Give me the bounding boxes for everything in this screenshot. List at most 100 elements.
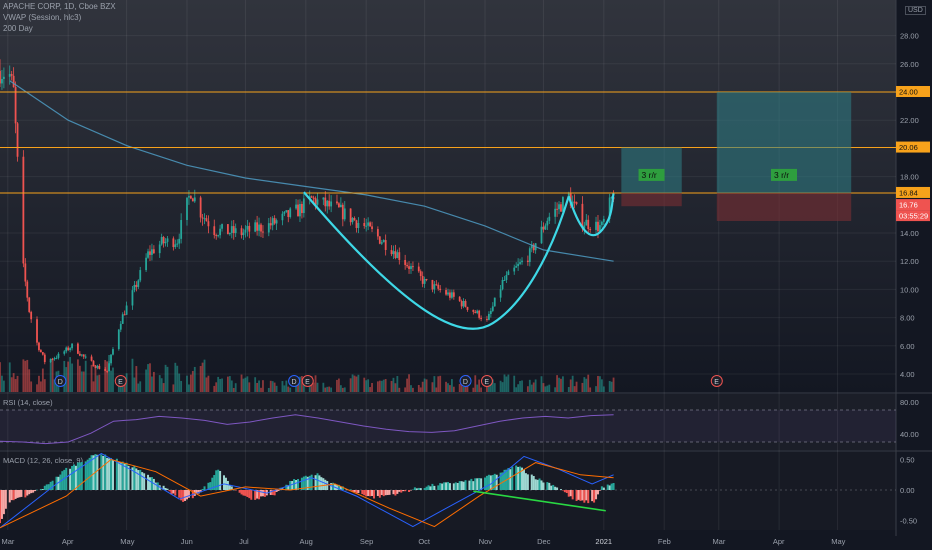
candle-body bbox=[228, 232, 231, 235]
macd-histogram-bar bbox=[396, 490, 399, 494]
macd-histogram-bar bbox=[8, 490, 11, 503]
macd-histogram-bar bbox=[515, 465, 518, 490]
volume-bar bbox=[260, 387, 262, 392]
candle-body bbox=[476, 310, 479, 313]
candle-body bbox=[275, 220, 278, 224]
rr-label-box bbox=[638, 168, 665, 181]
macd-histogram-bar bbox=[300, 477, 303, 490]
earnings-marker bbox=[301, 375, 314, 387]
candle-body bbox=[573, 201, 576, 203]
candle-body bbox=[234, 228, 237, 234]
macd-histogram-bar bbox=[398, 490, 401, 492]
macd-histogram-bar bbox=[548, 482, 551, 490]
candle-body bbox=[501, 280, 504, 290]
macd-histogram-bar bbox=[408, 490, 411, 492]
macd-histogram-bar bbox=[425, 486, 428, 490]
candle-body bbox=[213, 226, 216, 236]
volume-bar bbox=[505, 376, 508, 392]
macd-histogram-bar bbox=[148, 477, 151, 490]
macd-histogram-bar bbox=[404, 490, 407, 492]
candle-body bbox=[394, 251, 397, 259]
macd-histogram-bar bbox=[341, 486, 344, 490]
volume-bar bbox=[314, 375, 317, 392]
volume-bar bbox=[423, 378, 426, 392]
macd-histogram-bar bbox=[88, 457, 91, 490]
candle-body bbox=[310, 196, 313, 198]
macd-histogram-bar bbox=[213, 475, 216, 490]
macd-histogram-bar bbox=[234, 490, 237, 491]
candle-body bbox=[499, 289, 502, 298]
volume-bar bbox=[544, 386, 547, 392]
candle-body bbox=[112, 349, 114, 355]
macd-pane-bg bbox=[0, 452, 896, 530]
macd-histogram-bar bbox=[223, 475, 225, 490]
currency-badge[interactable]: USD bbox=[905, 6, 926, 15]
volume-bar bbox=[12, 373, 15, 392]
volume-bar bbox=[421, 381, 424, 392]
volume-bar bbox=[371, 382, 373, 392]
candle-body bbox=[38, 342, 40, 351]
volume-bar bbox=[491, 379, 494, 392]
macd-histogram-bar bbox=[59, 474, 62, 490]
volume-bar bbox=[82, 371, 85, 392]
volume-bar bbox=[575, 381, 578, 392]
candle-body bbox=[137, 280, 140, 287]
volume-bar bbox=[569, 379, 572, 392]
symbol-title: APACHE CORP, 1D, Cboe BZX bbox=[3, 2, 116, 11]
volume-bar bbox=[226, 376, 229, 392]
volume-bar bbox=[587, 374, 590, 392]
price-tick-label: 14.00 bbox=[900, 229, 919, 238]
volume-bar bbox=[447, 383, 449, 392]
volume-bar bbox=[137, 383, 140, 392]
volume-bar bbox=[22, 359, 25, 392]
macd-histogram-bar bbox=[326, 481, 329, 490]
candle-body bbox=[285, 210, 288, 212]
price-label: 16.84 bbox=[899, 188, 918, 197]
macd-histogram-bar bbox=[150, 477, 153, 490]
macd-histogram-bar bbox=[211, 477, 214, 490]
macd-histogram-bar bbox=[215, 470, 218, 490]
volume-bar bbox=[452, 386, 455, 392]
macd-histogram-bar bbox=[569, 490, 572, 497]
macd-histogram-bar bbox=[357, 490, 360, 494]
macd-histogram-bar bbox=[197, 490, 200, 494]
volume-bar bbox=[78, 365, 81, 392]
candle-body bbox=[199, 197, 202, 218]
candle-body bbox=[589, 228, 592, 230]
macd-histogram-bar bbox=[585, 490, 588, 501]
volume-bar bbox=[322, 382, 325, 392]
volume-bar bbox=[205, 377, 208, 392]
candle-body bbox=[30, 311, 33, 320]
candle-body bbox=[65, 347, 68, 352]
macd-histogram-bar bbox=[429, 486, 432, 490]
macd-histogram-bar bbox=[187, 490, 190, 498]
macd-histogram-bar bbox=[80, 461, 83, 490]
candle-body bbox=[63, 351, 66, 354]
macd-histogram-bar bbox=[121, 461, 124, 490]
macd-histogram-bar bbox=[521, 467, 524, 490]
volume-bar bbox=[283, 385, 286, 392]
volume-bar bbox=[378, 380, 381, 392]
candle-body bbox=[240, 228, 243, 236]
volume-bar bbox=[256, 382, 259, 392]
volume-bar bbox=[521, 380, 523, 392]
stop-zone bbox=[621, 192, 682, 207]
volume-bar bbox=[412, 387, 414, 392]
macd-histogram-bar bbox=[371, 490, 374, 497]
candle-body bbox=[219, 228, 222, 236]
macd-histogram-bar bbox=[49, 481, 52, 490]
macd-histogram-bar bbox=[0, 490, 1, 524]
macd-histogram-bar bbox=[606, 484, 609, 490]
macd-histogram-bar bbox=[384, 490, 387, 496]
macd-histogram-bar bbox=[524, 473, 527, 490]
macd-histogram-bar bbox=[487, 474, 490, 490]
volume-bar bbox=[560, 378, 562, 392]
candle-body bbox=[90, 356, 93, 361]
macd-histogram-bar bbox=[254, 490, 257, 500]
macd-histogram-bar bbox=[519, 466, 522, 490]
candle-body bbox=[554, 208, 557, 217]
macd-histogram-bar bbox=[470, 478, 473, 490]
macd-histogram-bar bbox=[478, 477, 481, 490]
macd-histogram-bar bbox=[65, 467, 68, 490]
